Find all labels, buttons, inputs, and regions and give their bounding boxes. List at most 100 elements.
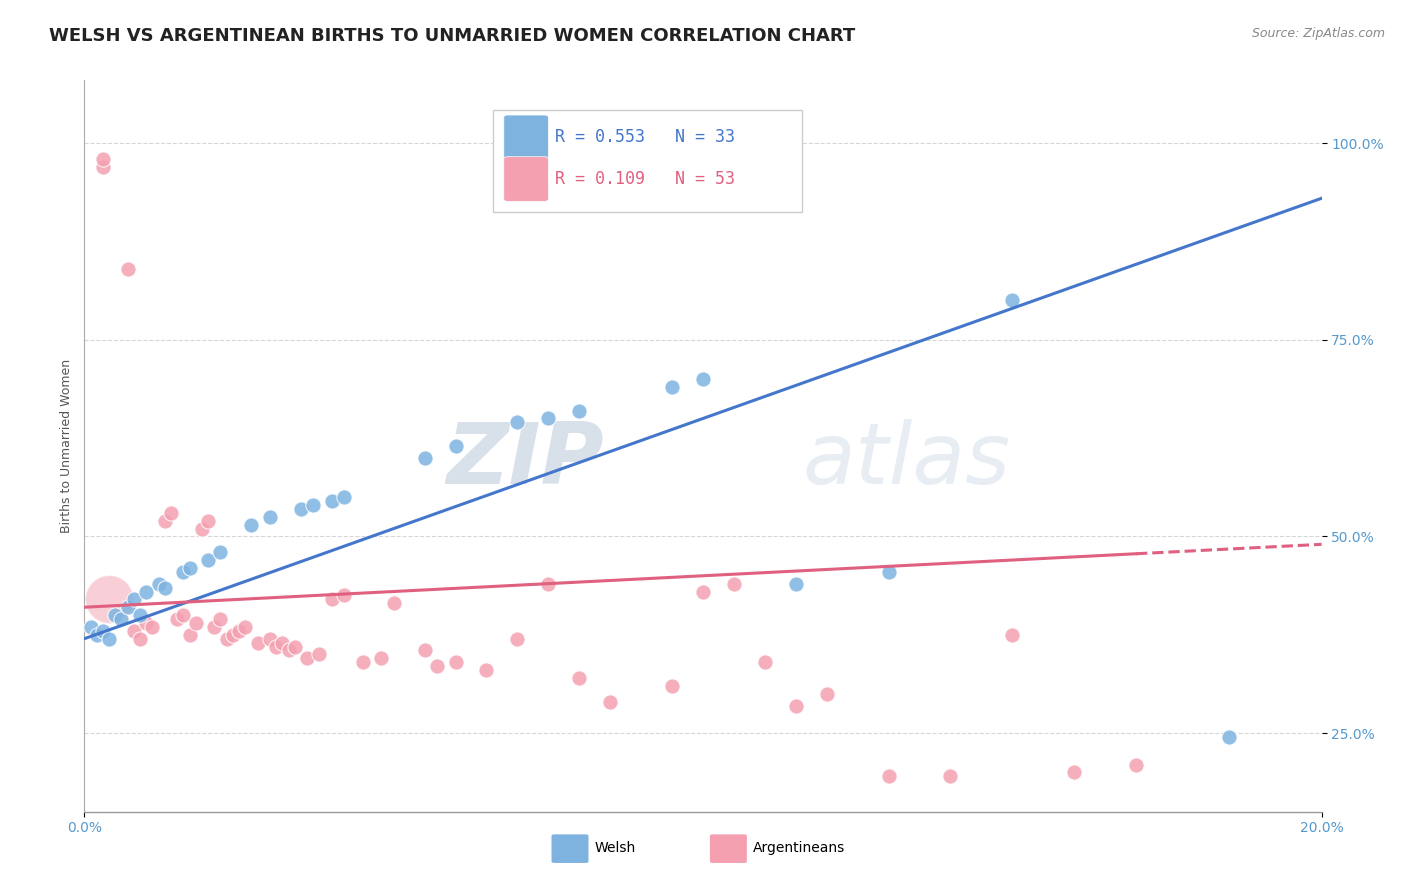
FancyBboxPatch shape	[709, 834, 748, 863]
Text: R = 0.109   N = 53: R = 0.109 N = 53	[554, 170, 734, 188]
Point	[302, 498, 325, 512]
Point	[537, 411, 560, 425]
Point	[98, 632, 121, 646]
Point	[197, 553, 219, 567]
Point	[129, 632, 152, 646]
Point	[723, 576, 745, 591]
FancyBboxPatch shape	[503, 157, 548, 202]
Point	[209, 612, 232, 626]
Point	[568, 403, 591, 417]
Point	[153, 514, 176, 528]
Text: Welsh: Welsh	[595, 841, 636, 855]
Point	[1001, 628, 1024, 642]
Point	[877, 565, 900, 579]
Point	[290, 502, 312, 516]
Point	[599, 695, 621, 709]
Point	[939, 769, 962, 783]
Point	[153, 581, 176, 595]
Point	[179, 628, 201, 642]
Text: Argentineans: Argentineans	[752, 841, 845, 855]
Point	[122, 592, 145, 607]
Point	[86, 628, 108, 642]
Text: ZIP: ZIP	[446, 419, 605, 502]
Point	[104, 608, 127, 623]
Point	[259, 509, 281, 524]
Point	[1063, 765, 1085, 780]
Point	[506, 632, 529, 646]
Point	[98, 592, 121, 607]
Point	[246, 635, 269, 649]
Point	[321, 494, 343, 508]
Point	[160, 506, 183, 520]
Point	[271, 635, 294, 649]
Point	[122, 624, 145, 638]
Point	[382, 596, 405, 610]
Point	[333, 589, 356, 603]
Point	[228, 624, 250, 638]
Point	[91, 160, 114, 174]
Point	[1001, 293, 1024, 308]
Point	[413, 450, 436, 465]
Point	[135, 615, 157, 630]
Y-axis label: Births to Unmarried Women: Births to Unmarried Women	[60, 359, 73, 533]
Text: WELSH VS ARGENTINEAN BIRTHS TO UNMARRIED WOMEN CORRELATION CHART: WELSH VS ARGENTINEAN BIRTHS TO UNMARRIED…	[49, 27, 855, 45]
Point	[264, 640, 287, 654]
Point	[444, 655, 467, 669]
FancyBboxPatch shape	[492, 110, 801, 212]
Point	[191, 522, 214, 536]
Point	[148, 576, 170, 591]
Point	[209, 545, 232, 559]
Point	[295, 651, 318, 665]
Point	[321, 592, 343, 607]
Point	[815, 687, 838, 701]
Point	[184, 615, 207, 630]
Point	[785, 698, 807, 713]
Point	[308, 648, 330, 662]
Point	[537, 576, 560, 591]
Point	[197, 514, 219, 528]
Point	[172, 608, 194, 623]
Point	[91, 624, 114, 638]
Point	[117, 262, 139, 277]
Point	[179, 561, 201, 575]
Point	[277, 643, 299, 657]
Point	[370, 651, 392, 665]
Point	[259, 632, 281, 646]
Point	[692, 584, 714, 599]
Point	[754, 655, 776, 669]
Point	[240, 517, 263, 532]
Point	[141, 620, 163, 634]
Point	[110, 612, 132, 626]
Point	[413, 643, 436, 657]
Point	[877, 769, 900, 783]
FancyBboxPatch shape	[503, 115, 548, 160]
Point	[129, 608, 152, 623]
Point	[117, 600, 139, 615]
Point	[1218, 730, 1240, 744]
Text: R = 0.553   N = 33: R = 0.553 N = 33	[554, 128, 734, 146]
Point	[222, 628, 245, 642]
Point	[333, 490, 356, 504]
Point	[172, 565, 194, 579]
Point	[284, 640, 307, 654]
Point	[692, 372, 714, 386]
Point	[475, 663, 498, 677]
FancyBboxPatch shape	[551, 834, 589, 863]
Point	[568, 671, 591, 685]
Point	[233, 620, 256, 634]
Point	[91, 152, 114, 166]
Text: atlas: atlas	[801, 419, 1010, 502]
Point	[426, 659, 449, 673]
Point	[215, 632, 238, 646]
Point	[444, 439, 467, 453]
Point	[785, 576, 807, 591]
Point	[506, 416, 529, 430]
Text: Source: ZipAtlas.com: Source: ZipAtlas.com	[1251, 27, 1385, 40]
Point	[166, 612, 188, 626]
Point	[135, 584, 157, 599]
Point	[79, 620, 101, 634]
Point	[352, 655, 374, 669]
Point	[202, 620, 225, 634]
Point	[1125, 757, 1147, 772]
Point	[661, 679, 683, 693]
